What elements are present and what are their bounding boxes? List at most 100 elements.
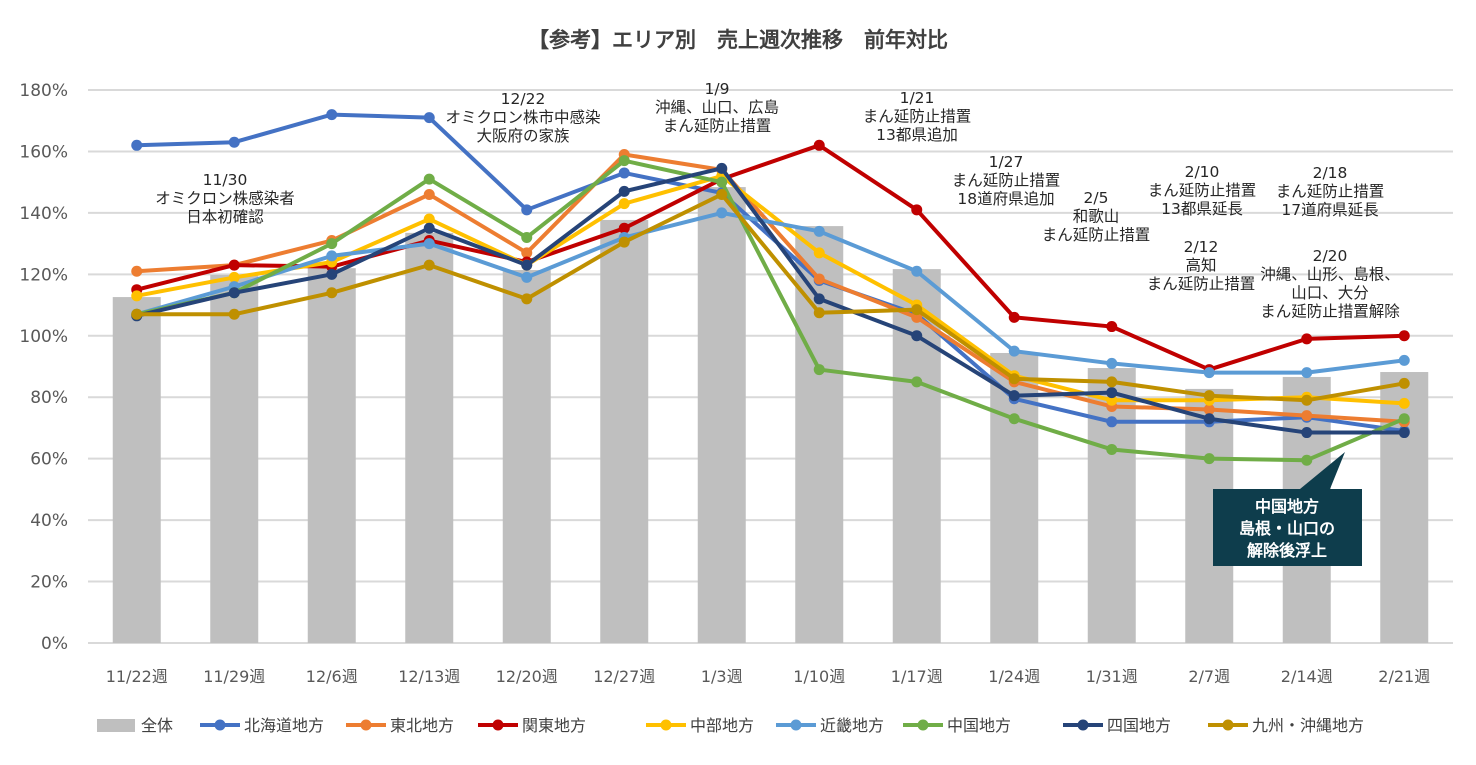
y-tick-label: 140% [19,204,68,224]
legend-marker [790,719,802,731]
annotation-text: まん延防止措置 [1042,226,1151,244]
annotation-text: 和歌山 [1073,208,1120,226]
series-point-5 [1398,413,1410,425]
bar-zentai [1087,368,1136,643]
annotation-text: オミクロン株感染者 [155,190,295,208]
series-point-4 [716,207,728,219]
series-point-3 [813,247,825,259]
y-tick-label: 60% [30,450,68,470]
annotation-text: 1/27 [989,153,1024,171]
series-point-1 [813,273,825,285]
series-point-2 [1106,321,1118,333]
callout-text: 中国地方 [1255,497,1319,516]
annotation-text: 沖縄、山形、島根、 [1260,266,1400,284]
series-point-6 [1398,427,1410,439]
series-point-7 [423,259,435,271]
series-point-7 [1203,390,1215,402]
series-line-2 [136,143,1405,372]
callout-text: 解除後浮上 [1247,541,1327,560]
y-tick-label: 160% [19,142,68,162]
series-line-6 [136,166,1405,435]
bar-zentai [600,219,649,643]
series-point-7 [716,188,728,200]
y-tick-label: 100% [19,327,68,347]
callout-box [1213,452,1362,566]
annotation-text: 18道府県追加 [957,190,1054,208]
series-point-0 [423,112,435,124]
series-point-4 [326,250,338,262]
x-tick-label: 1/17週 [891,667,943,686]
annotation-text: 沖縄、山口、広島 [655,99,779,117]
bar-zentai [502,270,551,643]
annotation-text: 1/9 [705,80,730,98]
annotation-text: まん延防止措置 [1147,275,1256,293]
y-tick-label: 20% [30,573,68,593]
legend-label: 近畿地方 [820,716,884,735]
legend-label: 全体 [141,716,173,735]
series-point-6 [1203,413,1215,425]
annotation-text: まん延防止措置 [952,172,1061,190]
series-point-7 [131,308,143,320]
legend-marker [660,719,672,731]
series-point-6 [228,287,240,299]
series-point-6 [423,222,435,234]
legend-marker [214,719,226,731]
series-point-7 [1301,394,1313,406]
series-point-3 [618,198,630,210]
series-point-5 [423,173,435,185]
annotation-text: 日本初確認 [186,208,264,226]
legend-label: 中部地方 [690,716,754,735]
series-point-1 [521,247,533,259]
legend-marker [360,719,372,731]
series-point-0 [228,136,240,148]
series-point-7 [521,293,533,305]
series-point-5 [911,376,923,388]
annotation-text: 11/30 [203,171,248,189]
legend-marker [917,719,929,731]
series-point-5 [1008,413,1020,425]
series-point-7 [1398,377,1410,389]
chart-title: 【参考】エリア別 売上週次推移 前年対比 [528,28,948,52]
series-point-1 [911,311,923,323]
series-point-6 [1008,390,1020,402]
y-tick-label: 0% [41,634,68,654]
series-line-7 [136,192,1405,403]
bar-zentai [307,268,356,643]
legend-marker [1222,719,1234,731]
bar-zentai [112,297,161,643]
series-point-5 [1301,454,1313,466]
series-point-2 [228,259,240,271]
series-line-4 [136,210,1405,375]
callout-text: 島根・山口の [1239,519,1335,538]
series-point-6 [326,268,338,280]
series-line-5 [136,158,1406,463]
x-tick-label: 1/31週 [1086,667,1138,686]
series-point-3 [1398,397,1410,409]
annotation-text: 17道府県延長 [1281,201,1379,219]
series-point-1 [423,188,435,200]
annotation-text: 1/21 [900,89,935,107]
x-tick-label: 1/24週 [988,667,1040,686]
x-tick-label: 11/29週 [203,667,265,686]
legend-label: 四国地方 [1107,716,1171,735]
annotation-text: 高知 [1185,257,1216,275]
legend-label: 東北地方 [390,716,454,735]
series-point-5 [813,364,825,376]
x-tick-label: 1/10週 [793,667,845,686]
series-point-1 [1301,410,1313,422]
legend-swatch [97,719,135,732]
series-point-6 [716,162,728,174]
series-point-6 [618,185,630,197]
series-point-5 [1106,443,1118,455]
annotation-text: 山口、大分 [1291,284,1369,302]
annotation-text: 12/22 [501,90,546,108]
series-point-4 [423,238,435,250]
y-tick-label: 80% [30,388,68,408]
series-point-1 [131,265,143,277]
series-point-5 [326,238,338,250]
series-point-2 [1398,330,1410,342]
series-point-2 [618,222,630,234]
x-tick-label: 12/13週 [398,667,460,686]
